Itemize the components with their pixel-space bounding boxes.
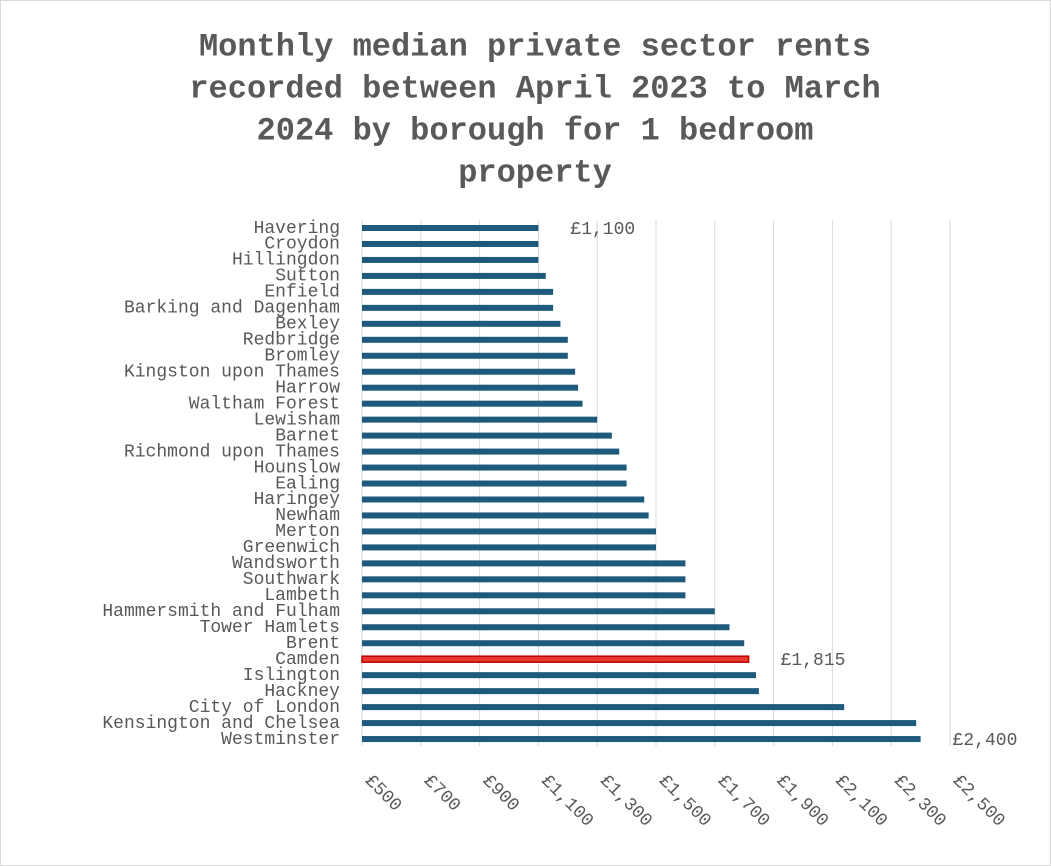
y-tick-label: Westminster — [221, 730, 340, 750]
bar — [362, 400, 583, 407]
bar — [362, 432, 612, 439]
y-tick-label: Havering — [254, 219, 340, 239]
y-tick-label: Kingston upon Thames — [124, 362, 340, 382]
bar — [362, 448, 620, 455]
y-tick-label: Kensington and Chelsea — [102, 714, 340, 734]
value-label: £2,400 — [953, 731, 1018, 751]
bar — [362, 304, 554, 311]
y-tick-label: Lambeth — [264, 586, 340, 606]
bar — [362, 480, 627, 487]
bar — [362, 544, 656, 551]
y-tick-label: Merton — [275, 522, 340, 542]
y-tick-label: Hounslow — [254, 458, 341, 478]
y-tick-label: Haringey — [254, 490, 341, 510]
y-tick-label: Hackney — [264, 682, 340, 702]
bar — [362, 592, 686, 599]
bar — [362, 704, 845, 711]
bar — [362, 352, 568, 359]
bar — [362, 736, 921, 743]
y-tick-label: Bromley — [264, 347, 340, 367]
bar — [362, 464, 627, 471]
y-tick-label: Waltham Forest — [189, 394, 340, 414]
bar — [362, 368, 576, 375]
bar — [362, 576, 686, 583]
y-tick-label: Barking and Dagenham — [124, 299, 340, 319]
y-tick-label: Richmond upon Thames — [124, 442, 340, 462]
bar — [362, 240, 539, 247]
y-tick-label: Harrow — [275, 378, 340, 398]
bar — [362, 384, 579, 391]
y-tick-label: Ealing — [275, 474, 340, 494]
y-tick-label: Redbridge — [243, 331, 340, 351]
bar — [362, 336, 568, 343]
y-tick-label: Enfield — [264, 283, 340, 303]
bar — [362, 512, 649, 519]
bar — [362, 672, 756, 679]
value-label: £1,100 — [570, 220, 635, 240]
y-tick-label: Newham — [275, 506, 340, 526]
bar — [362, 272, 546, 279]
bar — [362, 256, 539, 263]
value-label: £1,815 — [781, 651, 846, 671]
bar — [361, 655, 750, 663]
bar — [362, 225, 539, 231]
chart-title: Monthly median private sector rents — [199, 28, 871, 65]
bar — [362, 640, 745, 647]
bar — [362, 608, 715, 615]
bar — [362, 416, 598, 423]
y-tick-label: Hammersmith and Fulham — [102, 602, 340, 622]
y-tick-label: Greenwich — [243, 538, 340, 558]
chart-title: 2024 by borough for 1 bedroom — [257, 112, 814, 149]
chart-title: recorded between April 2023 to March — [189, 70, 880, 107]
bar — [362, 720, 917, 727]
bar — [362, 528, 656, 535]
bar — [362, 688, 759, 695]
y-tick-label: Southwark — [243, 570, 340, 590]
y-tick-label: Tower Hamlets — [200, 618, 340, 638]
bar — [362, 320, 561, 327]
bar — [362, 288, 554, 295]
y-tick-label: Brent — [286, 634, 340, 654]
y-tick-label: Bexley — [275, 315, 340, 335]
bar — [362, 496, 645, 503]
chart-title: property — [458, 154, 612, 191]
y-tick-label: Barnet — [275, 426, 340, 446]
y-tick-label: Lewisham — [254, 410, 340, 430]
bar — [362, 560, 686, 567]
y-tick-label: Wandsworth — [232, 554, 340, 574]
y-tick-label: Sutton — [275, 267, 340, 287]
y-tick-label: Islington — [243, 666, 340, 686]
bar — [362, 624, 730, 631]
y-tick-label: Hillingdon — [232, 251, 340, 271]
y-tick-label: Camden — [275, 650, 340, 670]
y-tick-label: Croydon — [264, 235, 340, 255]
y-tick-label: City of London — [189, 698, 340, 718]
